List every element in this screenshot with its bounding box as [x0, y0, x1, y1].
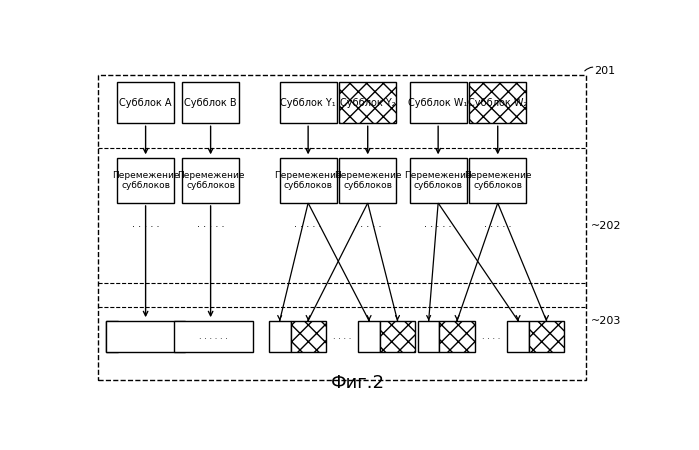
Text: Субблок W₁: Субблок W₁ [408, 98, 468, 108]
Bar [269, 321, 291, 352]
Bar [280, 82, 337, 123]
Bar [380, 321, 415, 352]
Text: . . . .: . . . . [333, 332, 351, 341]
Text: . . . . . .: . . . . . . [199, 332, 228, 341]
Text: Субблок Y₂: Субблок Y₂ [340, 98, 396, 108]
Bar [98, 75, 586, 380]
Text: Перемежение
субблоков: Перемежение субблоков [177, 171, 245, 190]
Bar [182, 158, 239, 203]
Bar [418, 321, 440, 352]
Bar [440, 321, 475, 352]
Text: . . . . .: . . . . . [354, 219, 382, 229]
Text: . . . . .: . . . . . [197, 219, 224, 229]
Bar [106, 321, 185, 352]
Bar [469, 158, 526, 203]
Bar [174, 321, 252, 352]
Text: Фиг.2: Фиг.2 [331, 374, 385, 392]
Bar [410, 82, 467, 123]
Text: Субблок A: Субблок A [120, 98, 172, 108]
Bar [469, 82, 526, 123]
Text: . . . .: . . . . [482, 332, 500, 341]
Text: Перемежение
субблоков: Перемежение субблоков [405, 171, 472, 190]
Text: . . . . .: . . . . . [484, 219, 512, 229]
Text: Перемежение
субблоков: Перемежение субблоков [275, 171, 342, 190]
Text: . . . . . .: . . . . . . [131, 332, 160, 341]
Bar [117, 82, 174, 123]
Bar [410, 158, 467, 203]
Text: ~203: ~203 [591, 316, 621, 326]
Bar [106, 321, 118, 352]
Text: Субблок B: Субблок B [185, 98, 237, 108]
Text: . . . . .: . . . . . [424, 219, 452, 229]
Text: Субблок Y₁: Субблок Y₁ [280, 98, 336, 108]
Bar [291, 321, 326, 352]
Text: Перемежение
субблоков: Перемежение субблоков [112, 171, 180, 190]
Bar [280, 158, 337, 203]
Bar [117, 158, 174, 203]
Text: Перемежение
субблоков: Перемежение субблоков [334, 171, 401, 190]
Bar [507, 321, 529, 352]
Text: . . . . .: . . . . . [132, 219, 159, 229]
Bar [182, 82, 239, 123]
Text: . . . . .: . . . . . [294, 219, 322, 229]
Text: Субблок W₂: Субблок W₂ [468, 98, 528, 108]
Text: 201: 201 [594, 66, 615, 76]
Text: Перемежение
субблоков: Перемежение субблоков [464, 171, 531, 190]
Bar [339, 82, 396, 123]
Bar [359, 321, 380, 352]
Bar [339, 158, 396, 203]
Text: ~202: ~202 [591, 220, 621, 230]
Bar [529, 321, 564, 352]
